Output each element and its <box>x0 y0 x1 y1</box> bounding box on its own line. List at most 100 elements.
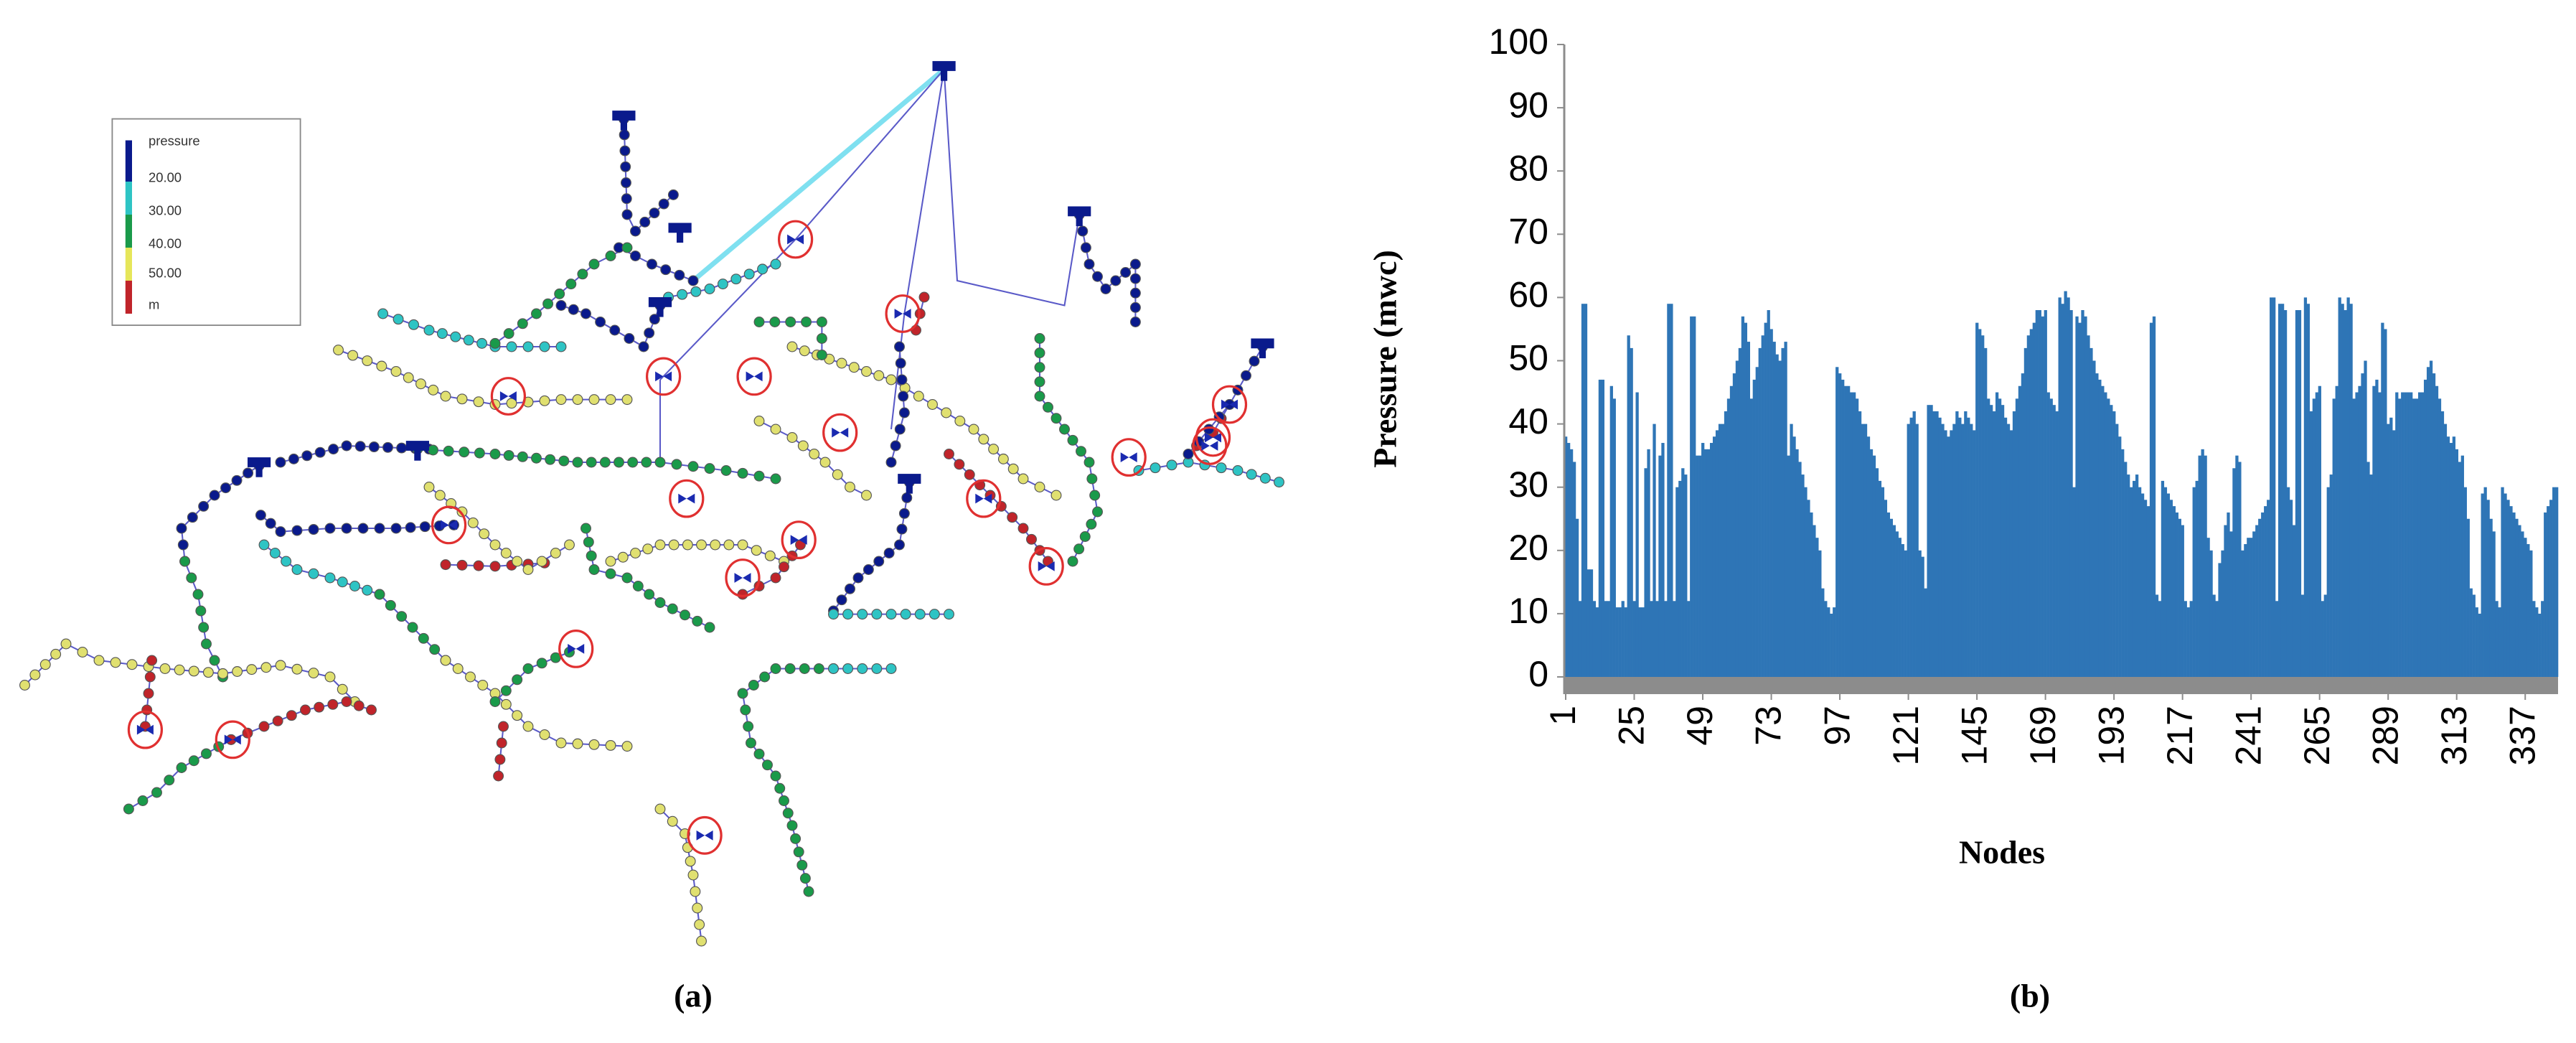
junction <box>269 548 281 558</box>
legend-title: pressure <box>149 134 200 149</box>
junction <box>720 465 732 476</box>
junction <box>489 449 501 459</box>
bar <box>2478 613 2481 677</box>
legend-label: 50.00 <box>149 266 182 281</box>
pipe <box>497 726 504 777</box>
junction <box>674 269 685 281</box>
junction <box>894 341 905 352</box>
pipe <box>943 69 1081 307</box>
tank <box>612 111 636 121</box>
bar <box>1632 601 1636 677</box>
junction <box>542 298 554 309</box>
legend-swatch <box>125 248 132 281</box>
bar <box>2175 512 2178 677</box>
junction <box>682 539 693 551</box>
junction <box>852 572 864 584</box>
bar <box>2181 525 2184 677</box>
junction <box>324 671 336 683</box>
bar <box>2466 518 2470 677</box>
legend-label: 20.00 <box>149 169 182 184</box>
junction <box>522 663 534 674</box>
junction <box>366 704 377 716</box>
bar <box>2092 360 2096 677</box>
junction <box>586 457 597 468</box>
junction <box>737 589 748 600</box>
junction <box>347 350 359 361</box>
bar <box>1681 468 1685 677</box>
junction <box>522 341 534 352</box>
junction <box>477 680 489 691</box>
junction <box>660 264 672 276</box>
bar <box>1978 329 1982 677</box>
panel-label: (b) <box>2010 978 2050 1014</box>
junction <box>1017 473 1029 485</box>
junction <box>898 390 909 402</box>
valve <box>1205 432 1221 443</box>
junction <box>314 446 326 458</box>
junction <box>1100 284 1111 294</box>
bar <box>1661 443 1665 677</box>
bar <box>2075 316 2079 677</box>
bar <box>1935 411 1939 677</box>
bar <box>1755 367 1759 677</box>
junction <box>797 440 809 452</box>
bar <box>2069 310 2073 677</box>
bar <box>1658 455 1662 677</box>
junction <box>668 539 680 551</box>
junction <box>459 446 470 458</box>
bar <box>2526 543 2530 677</box>
bar <box>2192 487 2196 677</box>
junction <box>997 453 1009 464</box>
bar <box>2475 607 2478 677</box>
bar <box>2506 500 2510 677</box>
junction <box>512 710 523 721</box>
bar <box>1569 449 1574 677</box>
junction <box>479 528 490 540</box>
junction <box>677 289 688 300</box>
bar <box>1764 322 1767 677</box>
junction <box>555 341 567 352</box>
junction <box>341 440 352 452</box>
bar <box>1955 411 1959 677</box>
junction <box>201 748 212 759</box>
junction <box>779 795 789 806</box>
junction <box>774 782 786 794</box>
valve <box>499 391 517 401</box>
junction <box>740 704 751 716</box>
junction <box>489 696 501 707</box>
junction <box>832 469 843 480</box>
bar <box>2332 398 2336 677</box>
junction <box>392 314 404 325</box>
bar <box>1601 379 1605 677</box>
bar <box>1824 601 1828 677</box>
junction <box>630 251 641 261</box>
bar <box>2155 594 2159 677</box>
junction <box>944 449 954 459</box>
junction <box>291 564 303 575</box>
junction <box>572 738 583 749</box>
junction <box>885 374 897 385</box>
junction <box>429 644 441 655</box>
junction <box>779 561 789 573</box>
junction <box>647 258 657 270</box>
bar <box>2312 398 2316 677</box>
bar <box>1670 304 1673 678</box>
bar <box>1813 525 1816 677</box>
bar <box>2084 316 2087 677</box>
bar <box>1732 373 1736 677</box>
junction <box>349 581 360 591</box>
junction <box>748 680 759 691</box>
junction <box>407 622 418 633</box>
junction <box>630 225 641 237</box>
junction <box>704 622 715 633</box>
valve <box>975 493 992 504</box>
pipe <box>1138 461 1279 483</box>
bar <box>1818 550 1822 677</box>
junction <box>624 333 635 344</box>
tank <box>405 441 429 451</box>
y-tick-label: 10 <box>1508 591 1548 631</box>
bar <box>2261 512 2265 677</box>
junction <box>1083 258 1095 270</box>
bar <box>2143 500 2148 677</box>
junction <box>649 207 660 219</box>
